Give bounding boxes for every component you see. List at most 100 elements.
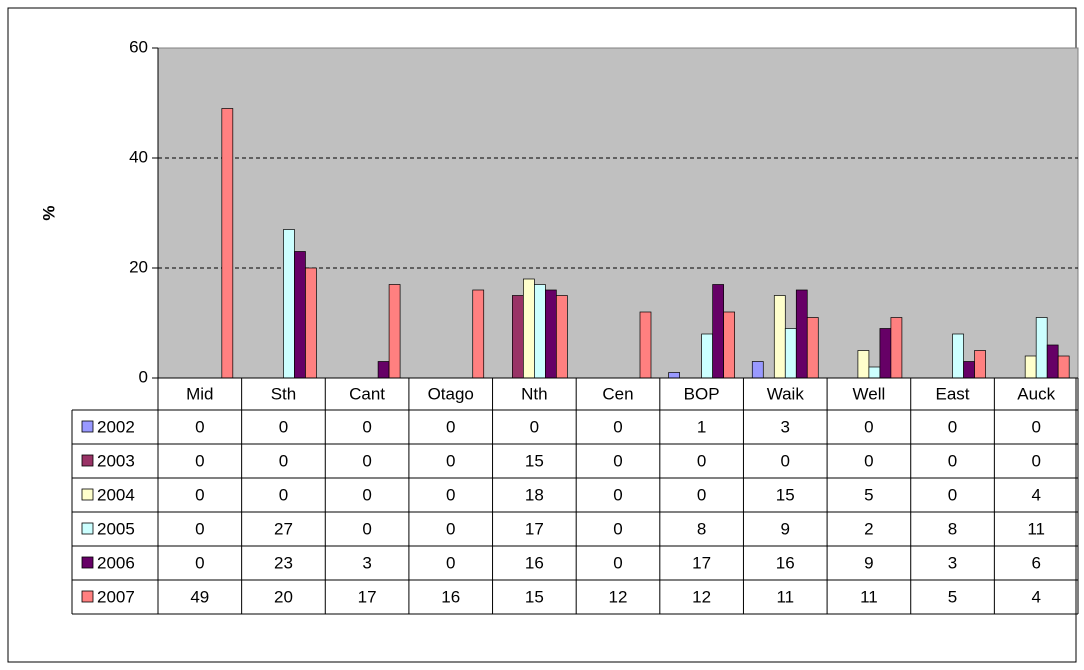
- x-tick-label: Cant: [349, 384, 385, 403]
- table-value: 0: [195, 417, 204, 436]
- bar: [857, 350, 870, 379]
- legend-swatch: [81, 420, 94, 433]
- table-value: 0: [613, 519, 622, 538]
- bar: [523, 278, 535, 379]
- table-value: 5: [864, 485, 873, 504]
- table-value: 0: [362, 451, 371, 470]
- table-value: 2: [864, 519, 873, 538]
- table-value: 15: [776, 485, 795, 504]
- bar: [712, 284, 724, 379]
- bar: [283, 229, 295, 379]
- bar: [963, 361, 975, 379]
- table-value: 18: [525, 485, 544, 504]
- legend-swatch: [81, 556, 94, 569]
- x-tick-label: Nth: [521, 384, 547, 403]
- table-value: 0: [781, 451, 790, 470]
- table-value: 4: [1031, 587, 1040, 606]
- table-value: 0: [362, 485, 371, 504]
- table-value: 3: [362, 553, 371, 572]
- legend-swatch: [81, 522, 94, 535]
- table-value: 0: [279, 451, 288, 470]
- table-value: 3: [948, 553, 957, 572]
- table-value: 0: [613, 417, 622, 436]
- table-value: 9: [864, 553, 873, 572]
- bar: [952, 333, 964, 379]
- x-tick-label: Cen: [602, 384, 633, 403]
- bar: [377, 361, 390, 379]
- table-value: 1: [697, 417, 706, 436]
- table-value: 0: [1031, 417, 1040, 436]
- x-tick-label: Otago: [428, 384, 474, 403]
- bar: [534, 284, 546, 379]
- legend-label: 2005: [97, 519, 135, 538]
- table-value: 0: [195, 451, 204, 470]
- table-value: 16: [441, 587, 460, 606]
- bar: [545, 289, 557, 379]
- table-value: 16: [776, 553, 795, 572]
- table-value: 11: [776, 587, 794, 606]
- legend-label: 2003: [97, 451, 135, 470]
- table-value: 6: [1031, 553, 1040, 572]
- legend-swatch: [81, 454, 94, 467]
- bar: [1035, 317, 1048, 379]
- table-value: 0: [195, 553, 204, 572]
- y-tick-label: 60: [129, 37, 148, 56]
- table-value: 17: [525, 519, 544, 538]
- x-tick-label: BOP: [684, 384, 720, 403]
- table-value: 0: [195, 485, 204, 504]
- table-value: 0: [362, 519, 371, 538]
- bar: [868, 366, 881, 379]
- table-value: 0: [362, 417, 371, 436]
- table-value: 4: [1031, 485, 1040, 504]
- legend-label: 2006: [97, 553, 135, 572]
- table-value: 49: [190, 587, 209, 606]
- table-value: 8: [948, 519, 957, 538]
- table-value: 0: [948, 485, 957, 504]
- table-value: 0: [446, 451, 455, 470]
- table-value: 17: [692, 553, 711, 572]
- table-value: 0: [446, 553, 455, 572]
- table-value: 0: [195, 519, 204, 538]
- table-value: 8: [697, 519, 706, 538]
- x-tick-label: Auck: [1017, 384, 1055, 403]
- table-value: 0: [697, 451, 706, 470]
- bar: [472, 289, 485, 379]
- table-value: 0: [279, 417, 288, 436]
- table-value: 0: [864, 417, 873, 436]
- y-axis-label: %: [39, 205, 58, 220]
- table-value: 0: [948, 451, 957, 470]
- legend-label: 2007: [97, 587, 135, 606]
- bar: [1046, 344, 1059, 379]
- table-value: 0: [613, 451, 622, 470]
- table-value: 0: [613, 553, 622, 572]
- bar: [305, 267, 317, 379]
- table-value: 12: [609, 587, 628, 606]
- table-value: 17: [358, 587, 377, 606]
- table-value: 16: [525, 553, 544, 572]
- x-tick-label: Well: [853, 384, 886, 403]
- table-value: 0: [697, 485, 706, 504]
- table-value: 0: [279, 485, 288, 504]
- bar: [879, 328, 892, 379]
- legend-swatch: [81, 488, 94, 501]
- bar: [723, 311, 735, 379]
- table-value: 5: [948, 587, 957, 606]
- bar: [806, 317, 819, 379]
- bar: [974, 350, 986, 379]
- bar: [890, 317, 903, 379]
- table-value: 0: [446, 519, 455, 538]
- x-tick-label: Mid: [186, 384, 213, 403]
- table-value: 0: [948, 417, 957, 436]
- table-value: 15: [525, 587, 544, 606]
- table-value: 0: [446, 485, 455, 504]
- bar: [639, 311, 652, 379]
- bar: [294, 251, 306, 379]
- bar: [668, 372, 680, 379]
- table-value: 11: [1027, 519, 1045, 538]
- table-value: 0: [446, 417, 455, 436]
- legend-swatch: [81, 590, 94, 603]
- table-value: 3: [781, 417, 790, 436]
- legend-label: 2002: [97, 417, 135, 436]
- table-value: 12: [692, 587, 711, 606]
- table-value: 15: [525, 451, 544, 470]
